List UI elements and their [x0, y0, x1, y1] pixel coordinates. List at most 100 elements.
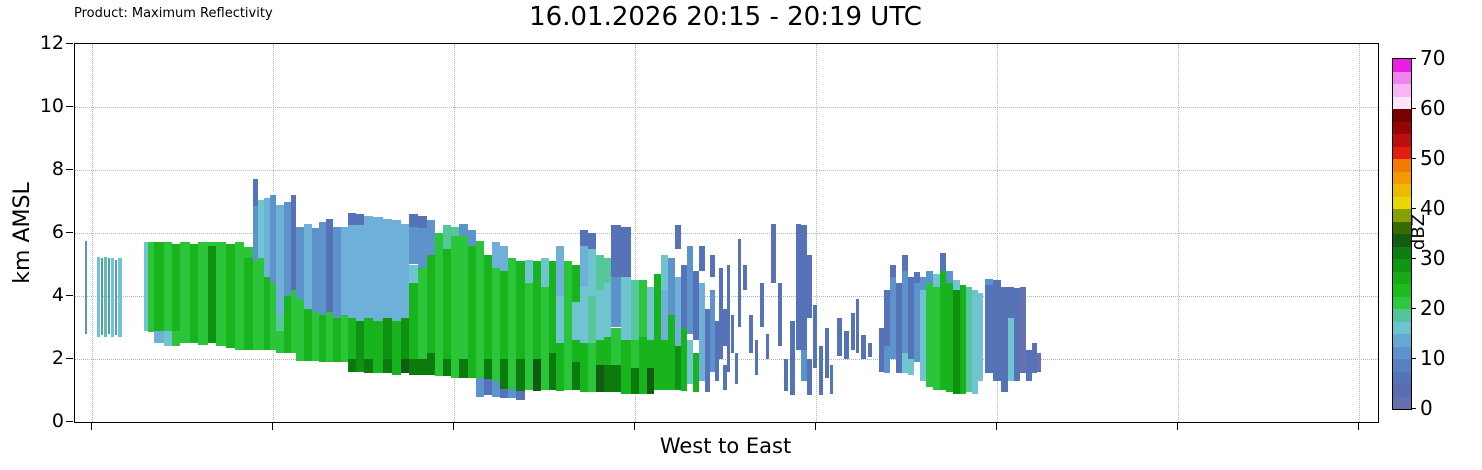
reflectivity-segment: [525, 259, 533, 284]
y-tick: [66, 420, 73, 422]
reflectivity-segment: [312, 228, 319, 312]
colorbar-segment: [1393, 234, 1411, 247]
reflectivity-segment: [564, 261, 572, 391]
reflectivity-segment: [719, 267, 723, 359]
reflectivity-segment: [326, 311, 333, 363]
reflectivity-segment: [348, 359, 356, 372]
reflectivity-segment: [541, 286, 549, 391]
reflectivity-segment: [681, 327, 687, 391]
colorbar-tick-label: 10: [1420, 346, 1446, 370]
reflectivity-segment: [604, 336, 611, 366]
reflectivity-segment: [920, 289, 926, 382]
colorbar-segment: [1393, 396, 1411, 409]
colorbar-segment: [1393, 146, 1411, 159]
reflectivity-segment: [85, 240, 87, 334]
reflectivity-segment: [902, 255, 908, 271]
reflectivity-segment: [978, 292, 983, 382]
reflectivity-segment: [868, 343, 872, 358]
reflectivity-segment: [258, 199, 264, 259]
reflectivity-segment: [675, 346, 681, 391]
reflectivity-segment: [516, 261, 525, 359]
reflectivity-segment: [588, 343, 596, 393]
reflectivity-segment: [500, 245, 508, 271]
reflectivity-segment: [443, 359, 451, 377]
reflectivity-segment: [884, 346, 890, 374]
reflectivity-segment: [556, 245, 564, 296]
colorbar-tick: [1411, 157, 1416, 159]
reflectivity-segment: [611, 365, 621, 393]
y-tick: [66, 105, 73, 107]
reflectivity-segment: [284, 296, 291, 353]
reflectivity-segment: [244, 258, 253, 350]
reflectivity-segment: [208, 245, 216, 344]
reflectivity-segment: [580, 229, 588, 246]
colorbar-tick-label: 60: [1420, 96, 1446, 120]
reflectivity-segment: [993, 280, 1001, 382]
x-tick: [90, 422, 92, 430]
reflectivity-segment: [164, 242, 172, 331]
reflectivity-segment: [291, 195, 296, 290]
reflectivity-segment: [588, 233, 596, 249]
colorbar-segment: [1393, 159, 1411, 172]
reflectivity-segment: [198, 242, 208, 345]
reflectivity-segment: [556, 296, 564, 344]
reflectivity-segment: [492, 242, 500, 268]
reflectivity-segment: [731, 314, 734, 353]
reflectivity-segment: [164, 330, 172, 347]
reflectivity-segment: [356, 214, 364, 226]
reflectivity-segment: [946, 270, 953, 284]
colorbar-segment: [1393, 84, 1411, 97]
product-label: Product: Maximum Reflectivity: [74, 6, 273, 21]
colorbar-segment: [1393, 284, 1411, 297]
reflectivity-segment: [484, 359, 492, 380]
reflectivity-segment: [953, 280, 960, 290]
y-tick: [66, 42, 73, 44]
reflectivity-segment: [533, 261, 541, 359]
h-gridline: [75, 107, 1378, 108]
reflectivity-segment: [572, 302, 580, 341]
colorbar-tick: [1411, 257, 1416, 259]
h-gridline: [75, 359, 1378, 360]
reflectivity-segment: [844, 330, 849, 359]
colorbar-tick: [1411, 207, 1416, 209]
reflectivity-segment: [837, 318, 842, 356]
reflectivity-segment: [572, 264, 580, 303]
reflectivity-segment: [541, 258, 549, 287]
reflectivity-segment: [253, 261, 258, 350]
colorbar-segment: [1393, 59, 1411, 72]
colorbar-tick: [1411, 357, 1416, 359]
reflectivity-segment: [784, 359, 788, 391]
reflectivity-segment: [115, 259, 117, 336]
reflectivity-segment: [819, 346, 823, 396]
reflectivity-segment: [825, 327, 829, 378]
reflectivity-segment: [727, 264, 730, 372]
reflectivity-segment: [556, 343, 564, 391]
x-tick: [452, 422, 454, 430]
reflectivity-segment: [401, 318, 409, 359]
reflectivity-segment: [890, 277, 896, 359]
reflectivity-segment: [484, 255, 492, 359]
reflectivity-segment: [675, 277, 681, 347]
reflectivity-segment: [409, 226, 418, 265]
reflectivity-segment: [572, 362, 580, 391]
reflectivity-segment: [940, 270, 946, 391]
reflectivity-segment: [276, 314, 284, 331]
h-gridline: [75, 170, 1378, 171]
reflectivity-segment: [427, 255, 435, 353]
colorbar-segment: [1393, 309, 1411, 322]
reflectivity-segment: [356, 225, 364, 322]
reflectivity-segment: [341, 314, 348, 363]
reflectivity-segment: [1020, 286, 1026, 374]
reflectivity-segment: [304, 308, 312, 361]
reflectivity-segment: [604, 365, 611, 393]
reflectivity-segment: [668, 258, 675, 315]
reflectivity-segment: [755, 340, 758, 375]
reflectivity-segment: [1014, 288, 1020, 382]
reflectivity-segment: [427, 220, 435, 256]
reflectivity-segment: [953, 289, 960, 394]
colorbar-tick: [1411, 57, 1416, 59]
reflectivity-segment: [276, 204, 284, 315]
reflectivity-segment: [516, 390, 525, 400]
reflectivity-segment: [580, 245, 588, 287]
reflectivity-segment: [693, 352, 699, 393]
